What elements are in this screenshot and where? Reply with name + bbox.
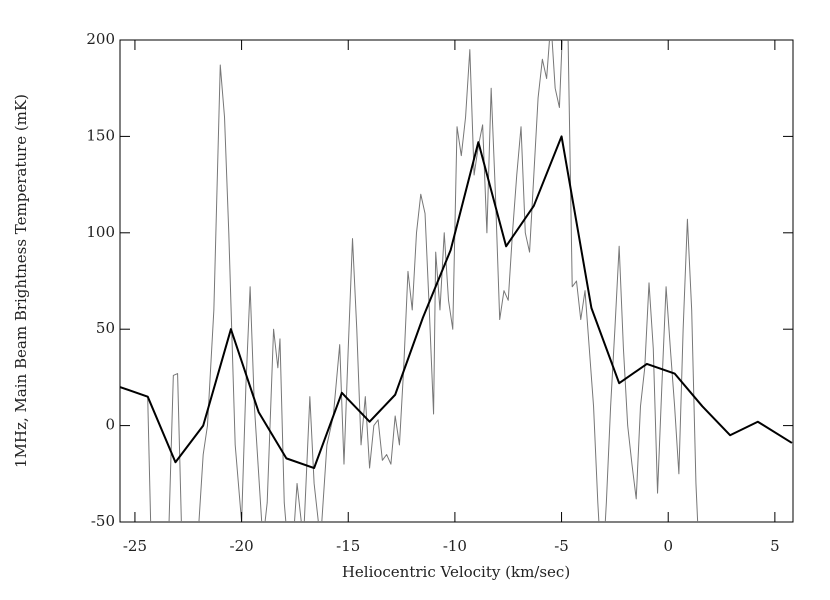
x-tick-label: -25 bbox=[123, 537, 147, 555]
y-tick-label: 200 bbox=[86, 30, 115, 48]
x-tick-label: -20 bbox=[230, 537, 254, 555]
x-tick-label: -5 bbox=[554, 537, 569, 555]
y-tick-label: 50 bbox=[96, 319, 115, 337]
line-series bbox=[147, 40, 699, 522]
line-series bbox=[120, 135, 793, 470]
x-tick-label: 0 bbox=[663, 537, 673, 555]
plot-frame bbox=[119, 39, 794, 523]
y-tick-label: -50 bbox=[91, 512, 115, 530]
x-tick-label: -10 bbox=[443, 537, 467, 555]
x-tick-label: 5 bbox=[770, 537, 780, 555]
y-tick-label: 0 bbox=[105, 416, 115, 434]
y-axis-label: 1MHz, Main Beam Brightness Temperature (… bbox=[12, 94, 30, 468]
y-tick-label: 150 bbox=[86, 126, 115, 144]
y-tick-label: 100 bbox=[86, 223, 115, 241]
x-tick-label: -15 bbox=[336, 537, 360, 555]
plot-area bbox=[120, 40, 793, 522]
x-axis-label: Heliocentric Velocity (km/sec) bbox=[342, 563, 570, 581]
